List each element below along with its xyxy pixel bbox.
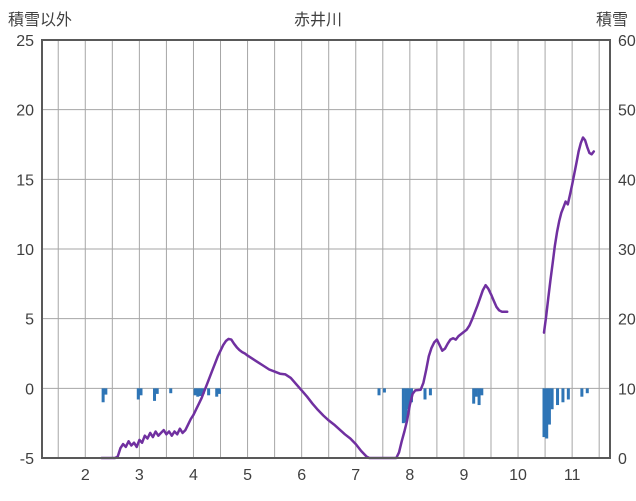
y-left-tick-label: -5 (20, 451, 34, 468)
y-left-tick-label: 0 (25, 381, 34, 398)
snow-bar (139, 388, 143, 396)
snow-bar (566, 388, 570, 400)
snow-bar (547, 388, 551, 425)
x-tick-label: 9 (459, 467, 468, 484)
y-left-tick-label: 20 (16, 103, 34, 120)
x-tick-label: 7 (351, 467, 360, 484)
snow-bar (382, 388, 386, 393)
y-right-tick-label: 50 (618, 103, 636, 120)
x-tick-label: 11 (564, 467, 581, 484)
x-tick-label: 8 (405, 467, 414, 484)
snow-bar (545, 388, 549, 439)
temperature-line (542, 136, 596, 334)
y-right-tick-label: 0 (618, 451, 627, 468)
snow-bar (561, 388, 565, 403)
snow-bar (169, 388, 173, 394)
x-tick-label: 2 (81, 467, 90, 484)
y-left-tick-label: 25 (16, 33, 34, 50)
chart-title: 赤井川 (293, 12, 342, 29)
snow-bar (377, 388, 381, 396)
temperature-line (100, 283, 509, 460)
x-tick-label: 5 (243, 467, 252, 484)
snow-bar (428, 388, 432, 396)
x-tick-label: 3 (135, 467, 144, 484)
left-axis-title: 積雪以外 (8, 12, 73, 29)
snow-bar (480, 388, 484, 396)
y-left-tick-label: 10 (16, 242, 34, 259)
snow-bar (477, 388, 481, 406)
snow-bar (401, 388, 405, 424)
snow-bar (104, 388, 108, 395)
right-axis-title: 積雪 (595, 12, 628, 29)
plot-border (41, 39, 611, 459)
snow-bar (193, 388, 197, 396)
x-tick-label: 10 (509, 467, 527, 484)
snow-bar (155, 388, 159, 394)
y-right-tick-label: 40 (618, 172, 636, 189)
snow-bar (217, 388, 221, 394)
x-tick-label: 4 (189, 467, 198, 484)
x-tick-label: 6 (297, 467, 306, 484)
snow-bar (196, 388, 200, 397)
snow-bar (550, 388, 554, 410)
snow-bar (585, 388, 589, 394)
snow-bar (198, 388, 202, 396)
y-right-tick-label: 60 (618, 33, 636, 50)
snow-bar (207, 388, 211, 396)
y-right-tick-label: 30 (618, 242, 636, 259)
snow-bar (542, 388, 546, 438)
snow-bar (472, 388, 476, 404)
snow-bar (153, 388, 157, 401)
y-right-tick-label: 10 (618, 381, 636, 398)
snow-bar (580, 388, 584, 397)
snow-bar (423, 388, 427, 400)
snow-bar (215, 388, 219, 397)
snow-bar (136, 388, 140, 400)
snow-bar (407, 388, 411, 410)
snow-bar (556, 388, 560, 406)
y-right-tick-label: 20 (618, 312, 636, 329)
snow-bar (474, 388, 478, 397)
y-left-tick-label: 5 (25, 312, 34, 329)
y-left-tick-label: 15 (16, 172, 34, 189)
snow-bar (101, 388, 105, 403)
snow-bar (404, 388, 408, 423)
